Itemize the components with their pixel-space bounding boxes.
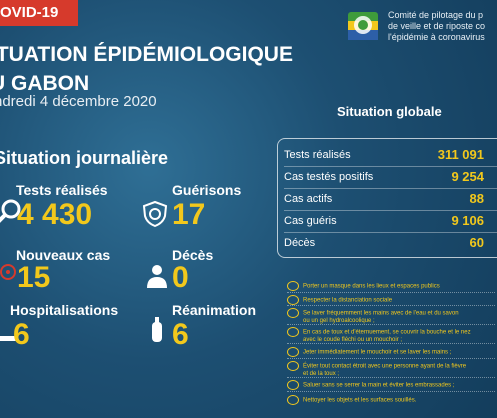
tests-value: 4 430 [17, 198, 93, 231]
daily-section-title: Situation journalière [0, 148, 169, 168]
table-row: Cas testés positifs 9 254 [284, 166, 497, 189]
global-section-title: Situation globale [337, 104, 442, 119]
oxygen-tank-icon [152, 317, 162, 342]
magnifier-icon [0, 199, 21, 223]
committee-line: de veille et de riposte co [388, 21, 486, 31]
hospital-value: 6 [13, 318, 30, 351]
committee-line: Comité de pilotage du p [388, 10, 484, 20]
hospital-label: Hospitalisations [10, 302, 119, 318]
no-contact-icon [287, 361, 299, 371]
global-stats-table: Tests réalisés 311 091 Cas testés positi… [277, 138, 497, 258]
guideline-text: Nettoyer les objets et les surfaces soui… [303, 397, 417, 404]
guideline-text: Éviter tout contact étroit avec une pers… [303, 363, 467, 370]
mask-icon [287, 281, 299, 291]
guideline-text: et de la toux ; [303, 371, 340, 377]
table-row: Cas actifs 88 [284, 188, 497, 211]
report-date: ndredi 4 décembre 2020 [0, 93, 157, 110]
tissue-icon [287, 347, 299, 357]
title-line-2: U GABON [0, 72, 90, 95]
new-cases-label: Nouveaux cas [16, 247, 111, 263]
divider [287, 391, 495, 392]
guideline-text: avec le coude fléchi ou un mouchoir ; [303, 337, 403, 343]
divider [287, 324, 495, 325]
deaths-label: Décès [172, 247, 214, 263]
guideline-text: Saluer sans se serrer la main et éviter … [303, 382, 455, 389]
guideline-item: Saluer sans se serrer la main et éviter … [287, 380, 454, 390]
gabon-emblem-logo [348, 12, 378, 40]
row-value: 60 [469, 235, 484, 250]
guideline-item: Respecter la distanciation sociale [287, 295, 392, 305]
table-row: Cas guéris 9 106 [284, 210, 497, 233]
hospital-bed-icon [0, 336, 18, 341]
distance-icon [287, 295, 299, 305]
guideline-text: Respecter la distanciation sociale [303, 297, 393, 304]
page-title: ITUATION ÉPIDÉMIOLOGIQUE U GABON [0, 40, 293, 98]
table-row: Tests réalisés 311 091 [284, 144, 497, 167]
committee-line: l'épidémie à coronavirus [388, 32, 485, 42]
new-cases-value: 15 [17, 261, 51, 294]
guideline-text: Jeter immédiatement le mouchoir et se la… [303, 349, 452, 356]
row-value: 311 091 [437, 147, 484, 162]
shield-virus-icon [142, 200, 168, 228]
spray-icon [287, 395, 299, 405]
guideline-text: ou un gel hydroalcoolique ; [303, 318, 375, 324]
icu-label: Réanimation [172, 302, 257, 318]
divider [287, 358, 495, 359]
cough-icon [287, 327, 299, 337]
covid-banner: OVID-19 [0, 0, 78, 26]
row-label: Décès [284, 237, 316, 249]
deaths-value: 0 [172, 261, 189, 294]
row-label: Cas testés positifs [284, 171, 374, 183]
guideline-item: Éviter tout contact étroit avec une pers… [287, 361, 466, 378]
tests-label: Tests réalisés [16, 182, 108, 198]
row-label: Cas guéris [284, 215, 337, 227]
guideline-item: Jeter immédiatement le mouchoir et se la… [287, 347, 451, 357]
icu-value: 6 [172, 318, 189, 351]
hand-wash-icon [287, 308, 299, 318]
row-value: 88 [469, 191, 484, 206]
row-value: 9 106 [451, 213, 484, 228]
person-icon [147, 265, 167, 288]
divider [287, 305, 495, 306]
no-handshake-icon [287, 380, 299, 390]
row-value: 9 254 [451, 169, 484, 184]
guideline-item: Nettoyer les objets et les surfaces soui… [287, 395, 416, 405]
guideline-text: Se laver fréquemment les mains avec de l… [303, 310, 459, 317]
row-label: Tests réalisés [284, 149, 351, 161]
guideline-item: Se laver fréquemment les mains avec de l… [287, 308, 459, 325]
guideline-text: Porter un masque dans les lieux et espac… [303, 283, 440, 290]
divider [287, 343, 495, 344]
divider [287, 292, 495, 293]
divider [287, 377, 495, 378]
recoveries-label: Guérisons [172, 182, 242, 198]
virus-icon [0, 264, 16, 280]
guideline-item: Porter un masque dans les lieux et espac… [287, 281, 440, 291]
guideline-item: En cas de toux et d'éternuement, se couv… [287, 327, 471, 344]
table-row: Décès 60 [284, 232, 497, 254]
guideline-text: En cas de toux et d'éternuement, se couv… [303, 329, 471, 336]
recoveries-value: 17 [172, 198, 206, 231]
committee-text: Comité de pilotage du p de veille et de … [388, 10, 485, 43]
title-line-1: ITUATION ÉPIDÉMIOLOGIQUE [0, 43, 293, 66]
row-label: Cas actifs [284, 193, 333, 205]
